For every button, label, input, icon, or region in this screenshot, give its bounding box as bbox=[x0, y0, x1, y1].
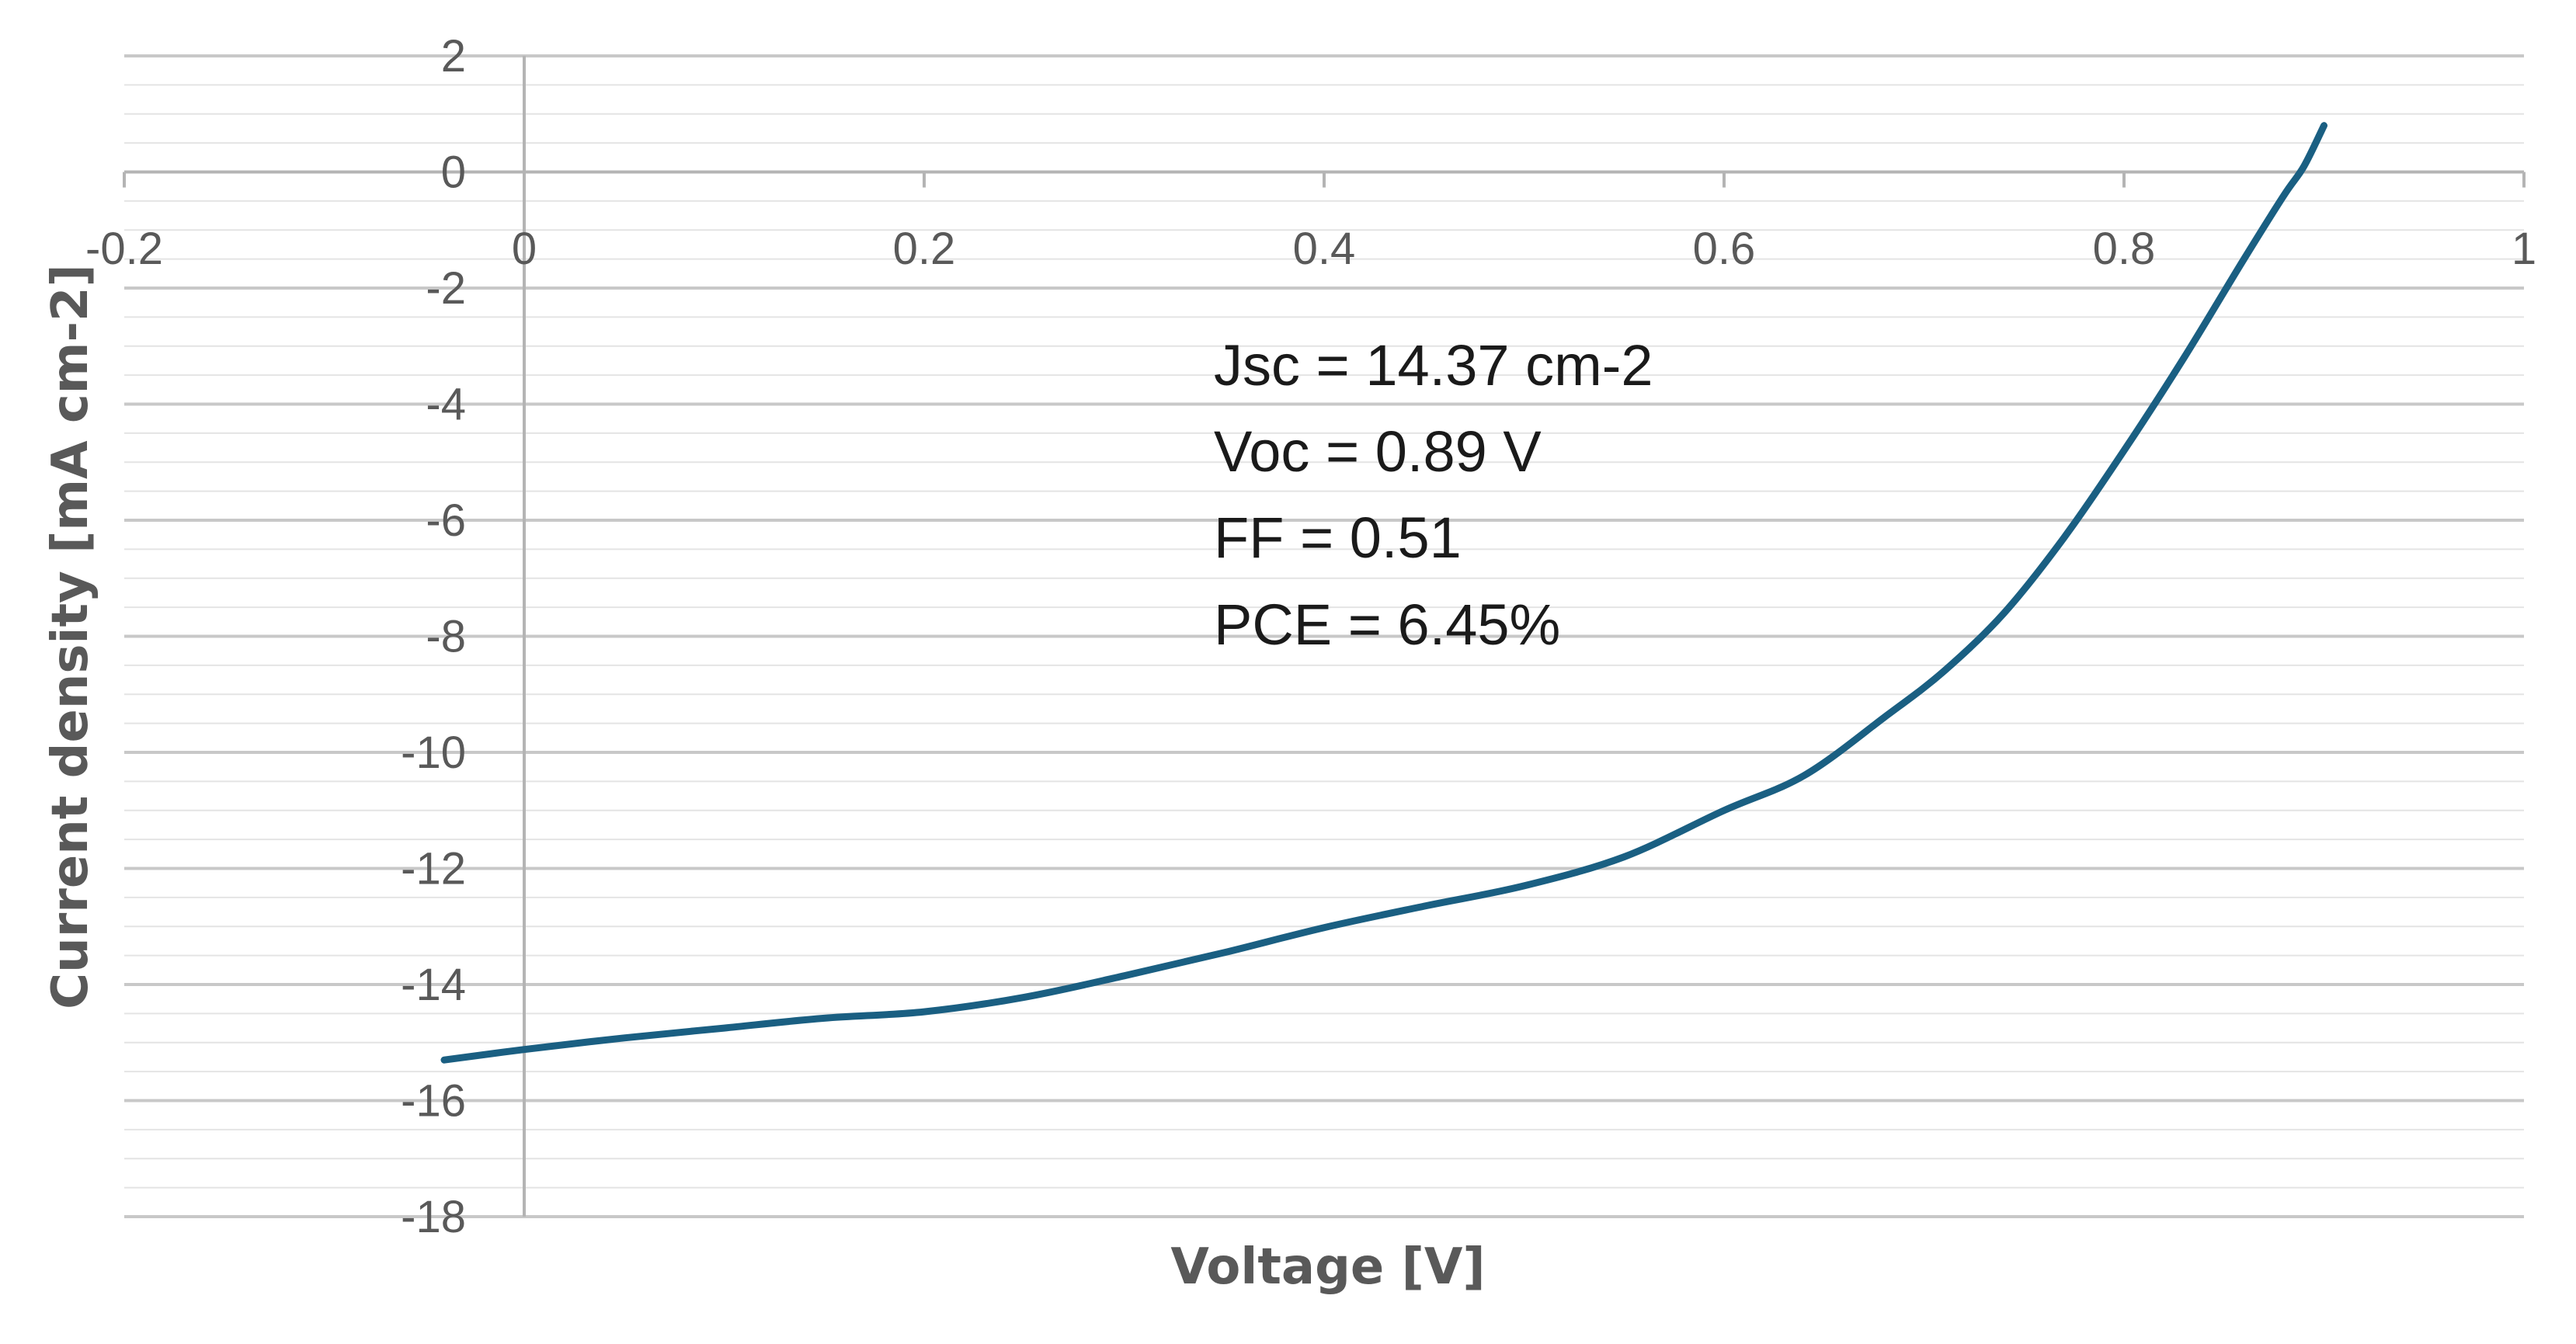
y-tick-label: -6 bbox=[426, 495, 466, 546]
y-tick-labels: 2 0 -2 -4 -6 -8 -10 -12 -14 -16 -18 bbox=[401, 31, 466, 1242]
annotation-voc: Voc = 0.89 V bbox=[1214, 419, 1542, 484]
y-tick-label: 2 bbox=[441, 31, 466, 82]
series-group bbox=[440, 122, 2327, 1064]
axes bbox=[123, 56, 2526, 1217]
y-tick-label: 0 bbox=[441, 148, 466, 198]
x-tick-label: 1 bbox=[2512, 224, 2536, 274]
x-tick-label: -0.2 bbox=[85, 224, 163, 274]
y-tick-label: -8 bbox=[426, 612, 466, 662]
y-tick-label: -4 bbox=[426, 380, 466, 430]
x-tick-label: 0 bbox=[512, 224, 537, 274]
y-tick-label: -16 bbox=[401, 1076, 466, 1127]
x-tick-label: 0.8 bbox=[2093, 224, 2156, 274]
y-tick-label: -2 bbox=[426, 263, 466, 314]
y-tick-label: -12 bbox=[401, 844, 466, 894]
metrics-annotation: Jsc = 14.37 cm-2 Voc = 0.89 V FF = 0.51 … bbox=[1214, 333, 1653, 657]
x-tick-label: 0.2 bbox=[893, 224, 956, 274]
annotation-ff: FF = 0.51 bbox=[1214, 505, 1462, 570]
x-tick-label: 0.4 bbox=[1293, 224, 1356, 274]
y-tick-label: -14 bbox=[401, 960, 466, 1010]
y-axis-title: Current density [mA cm-2] bbox=[42, 264, 99, 1009]
jv-curve-line bbox=[440, 122, 2327, 1064]
annotation-pce: PCE = 6.45% bbox=[1214, 592, 1560, 657]
x-tick-label: 0.6 bbox=[1693, 224, 1756, 274]
annotation-jsc: Jsc = 14.37 cm-2 bbox=[1214, 333, 1653, 398]
x-axis-title: Voltage [V] bbox=[1170, 1238, 1485, 1296]
x-tick-labels: -0.2 0 0.2 0.4 0.6 0.8 1 bbox=[85, 224, 2536, 274]
y-tick-label: -10 bbox=[401, 728, 466, 778]
y-tick-label: -18 bbox=[401, 1192, 466, 1242]
